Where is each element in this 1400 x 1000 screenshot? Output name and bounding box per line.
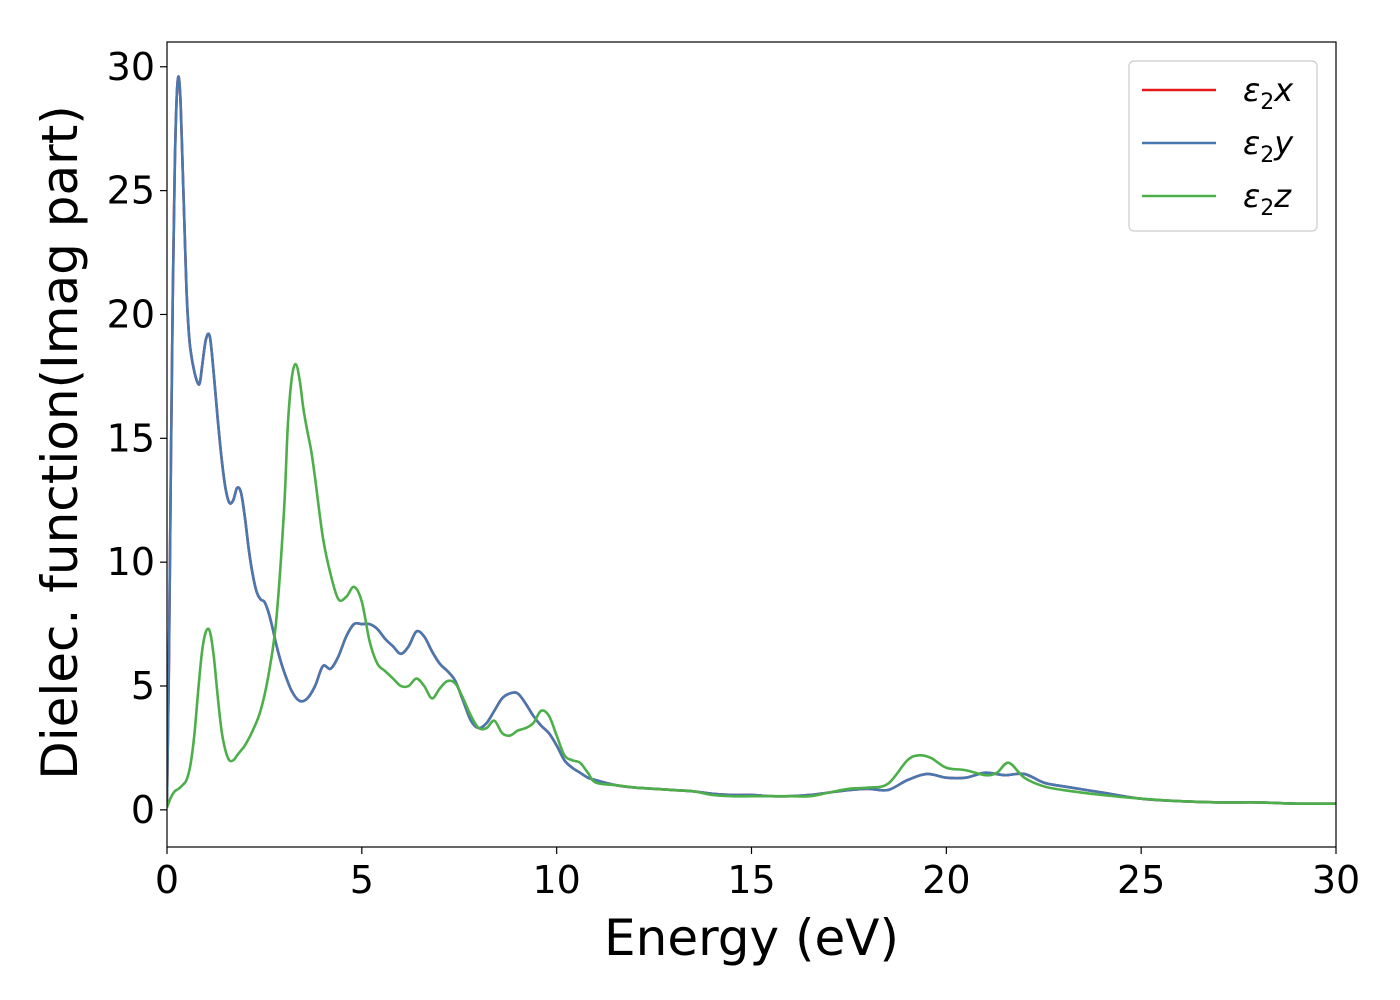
legend-label-component: x [1273, 71, 1294, 109]
legend-label-subscript: 2 [1260, 143, 1274, 168]
legend-label: ε2y [1243, 124, 1294, 168]
legend-label: ε2z [1243, 177, 1292, 221]
legend-item-z: ε2z [1142, 177, 1292, 221]
legend-label-symbol: ε [1243, 124, 1260, 162]
legend-label: ε2x [1243, 71, 1294, 115]
y-tick-label: 5 [131, 664, 155, 708]
y-tick-label: 10 [107, 540, 155, 584]
y-tick-label: 25 [107, 169, 155, 213]
y-tick-label: 30 [107, 45, 155, 89]
y-tick-label: 15 [107, 416, 155, 460]
x-tick-label: 0 [155, 858, 179, 902]
x-tick-label: 25 [1117, 858, 1165, 902]
legend-item-x: ε2x [1142, 71, 1294, 115]
x-axis-ticks: 0 5 10 15 20 25 30 [155, 847, 1360, 902]
y-tick-label: 20 [107, 292, 155, 336]
plot-area [166, 41, 1337, 848]
x-tick-label: 15 [727, 858, 775, 902]
legend-label-subscript: 2 [1260, 196, 1274, 221]
y-axis-ticks: 0 5 10 15 20 25 30 [107, 45, 167, 832]
legend-label-component: z [1273, 177, 1292, 215]
legend-label-symbol: ε [1243, 177, 1260, 215]
legend-label-symbol: ε [1243, 71, 1260, 109]
series-line-z [167, 362, 1336, 808]
series-layer [167, 75, 1336, 808]
x-tick-label: 20 [922, 858, 970, 902]
y-tick-label: 0 [131, 788, 155, 832]
legend-label-component: y [1273, 124, 1294, 162]
x-tick-label: 5 [350, 858, 374, 902]
x-tick-label: 10 [532, 858, 580, 902]
y-axis-label: Dielec. function(Imag part) [31, 105, 89, 780]
x-axis-label: Energy (eV) [604, 909, 899, 967]
x-tick-label: 30 [1312, 858, 1360, 902]
legend-box [1128, 60, 1318, 232]
legend-label-subscript: 2 [1260, 90, 1274, 115]
legend-item-y: ε2y [1142, 124, 1294, 168]
